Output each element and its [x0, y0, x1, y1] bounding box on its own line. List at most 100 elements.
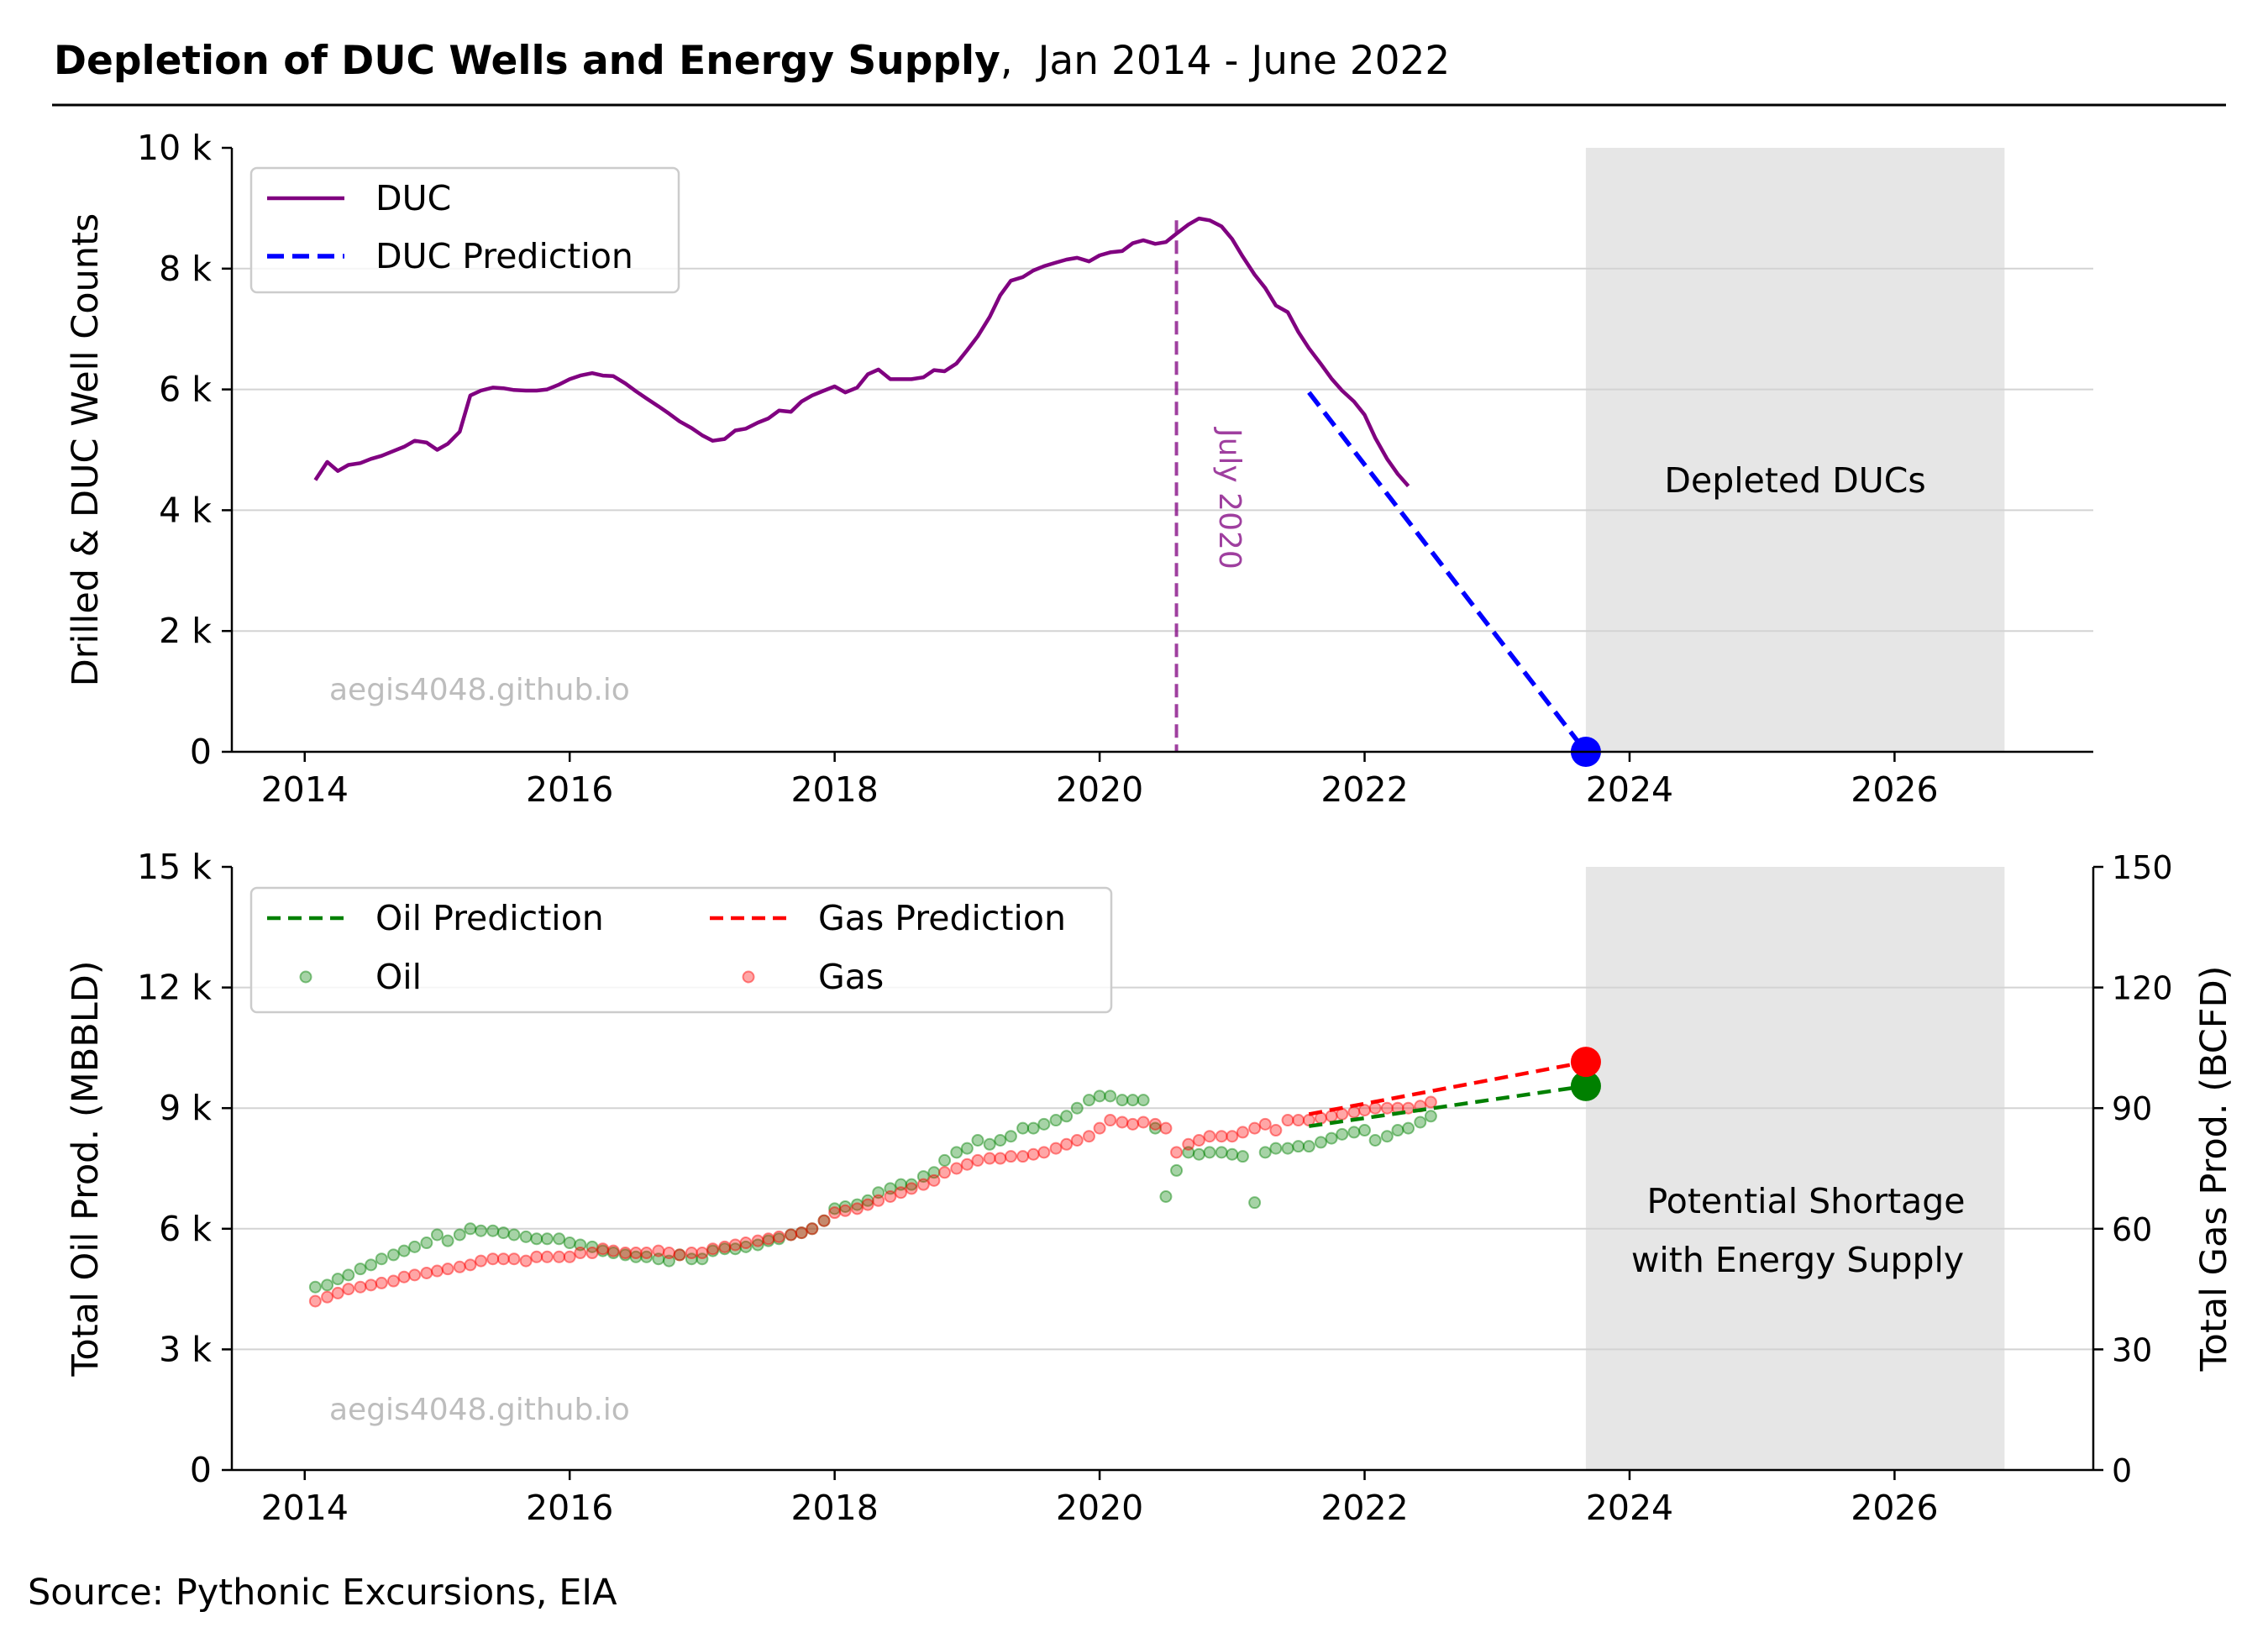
- oil-point: [884, 1182, 897, 1195]
- energy-chart-y2-tick-label: 30: [2112, 1331, 2152, 1368]
- gas-point: [1148, 1117, 1162, 1131]
- gas-point: [905, 1182, 918, 1195]
- gas-point: [331, 1286, 344, 1299]
- duc-chart-x-tick-label: 2016: [526, 769, 613, 810]
- energy-chart-y-tick-label: 3 k: [159, 1329, 212, 1369]
- oil-point: [354, 1263, 367, 1276]
- july-2020-label: July 2020: [1212, 427, 1247, 570]
- oil-point: [872, 1186, 885, 1200]
- energy-chart-x-tick-label: 2020: [1056, 1488, 1143, 1528]
- gas-point: [795, 1226, 808, 1240]
- potential-shortage-label-line1: Potential Shortage: [1646, 1181, 1965, 1221]
- duc-chart-y-axis-label: Drilled & DUC Well Counts: [65, 213, 107, 687]
- gas-point: [475, 1254, 488, 1268]
- duc-chart-watermark: aegis4048.github.io: [329, 673, 630, 707]
- energy-chart-y-tick-label: 0: [190, 1450, 212, 1490]
- gas-point: [1093, 1121, 1106, 1135]
- oil-point: [629, 1250, 643, 1263]
- duc-chart-y-tick-label: 6 k: [159, 370, 212, 410]
- gas-point: [308, 1294, 322, 1308]
- oil-point: [553, 1232, 566, 1246]
- oil-point: [1336, 1127, 1349, 1141]
- energy-chart-y-tick-label: 12 k: [137, 968, 212, 1008]
- figure-title-bold: Depletion of DUC Wells and Energy Supply: [54, 38, 1000, 84]
- oil-point: [751, 1238, 764, 1252]
- depleted-ducs-label: Depleted DUCs: [1664, 460, 1925, 501]
- oil-point: [563, 1236, 576, 1250]
- oil-point: [365, 1258, 378, 1272]
- energy-chart-x-tick-label: 2014: [261, 1488, 349, 1528]
- oil-point: [762, 1234, 775, 1247]
- duc-chart-x-tick-label: 2026: [1851, 769, 1938, 810]
- oil-point: [1402, 1121, 1415, 1135]
- gas-point: [1004, 1150, 1017, 1163]
- gas-point: [762, 1232, 775, 1246]
- energy-chart-series: [308, 1047, 1601, 1308]
- gas-point: [1269, 1124, 1283, 1137]
- oil-point: [585, 1240, 599, 1253]
- gas-point: [1060, 1137, 1074, 1151]
- oil-point: [596, 1244, 610, 1257]
- duc-chart-x-tick-label: 2014: [261, 769, 349, 810]
- oil-point: [1215, 1146, 1228, 1159]
- gas-point: [739, 1236, 753, 1250]
- oil-point: [441, 1234, 454, 1247]
- oil-point: [861, 1194, 874, 1207]
- gas-point: [1137, 1116, 1150, 1129]
- legend-label-oil: Oil: [375, 957, 422, 997]
- gas-point: [408, 1268, 422, 1282]
- oil-point: [1049, 1114, 1063, 1127]
- oil-point: [772, 1232, 785, 1246]
- gas-point: [1182, 1137, 1195, 1151]
- oil-prediction-endpoint: [1570, 1070, 1601, 1101]
- oil-point: [408, 1240, 422, 1253]
- oil-point: [685, 1252, 698, 1266]
- oil-point: [1170, 1163, 1184, 1177]
- gas-point: [1380, 1101, 1394, 1115]
- oil-point: [1269, 1142, 1283, 1155]
- figure-title-date-range: , Jan 2014 - June 2022: [1000, 38, 1451, 84]
- oil-point: [386, 1248, 400, 1262]
- gas-point: [1192, 1133, 1205, 1147]
- oil-point: [1314, 1136, 1327, 1149]
- gas-point: [960, 1158, 974, 1171]
- gas-point: [751, 1234, 764, 1247]
- gas-point: [662, 1247, 675, 1260]
- gas-point: [1104, 1114, 1117, 1127]
- gas-point: [652, 1244, 665, 1257]
- legend-label-duc: DUC: [375, 178, 451, 218]
- duc-chart-axes: 2014 2016 2018 2020 2022 2024 2026 0 2 k 4 k 6 k 8 …: [137, 128, 2093, 810]
- gas-point: [375, 1276, 388, 1289]
- oil-point: [519, 1230, 533, 1243]
- oil-point: [1368, 1133, 1382, 1147]
- gas-point: [1281, 1114, 1294, 1127]
- gas-point: [828, 1206, 842, 1220]
- gas-point: [950, 1162, 963, 1175]
- oil-point: [1258, 1146, 1272, 1159]
- gas-point: [354, 1280, 367, 1294]
- gas-point: [718, 1240, 732, 1253]
- gas-point: [983, 1152, 996, 1165]
- potential-shortage-label-line2: with Energy Supply: [1631, 1240, 1964, 1280]
- energy-chart-y2-tick-label: 120: [2112, 970, 2173, 1007]
- energy-legend-frame: [249, 886, 1113, 1014]
- oil-point: [938, 1153, 952, 1167]
- oil-point: [806, 1222, 819, 1236]
- energy-chart-y-tick-label: 15 k: [137, 847, 212, 887]
- gas-point: [1082, 1130, 1095, 1143]
- oil-point: [718, 1242, 732, 1256]
- oil-point: [971, 1133, 984, 1147]
- oil-point: [1093, 1089, 1106, 1103]
- oil-point: [706, 1244, 720, 1257]
- gas-point: [629, 1247, 643, 1260]
- gas-point: [365, 1278, 378, 1292]
- oil-point: [618, 1248, 632, 1262]
- gas-point: [397, 1270, 411, 1284]
- oil-point: [342, 1268, 355, 1282]
- oil-point: [1192, 1147, 1205, 1161]
- gas-point: [817, 1214, 831, 1227]
- gas-point: [420, 1266, 433, 1279]
- gas-point: [553, 1250, 566, 1263]
- oil-point: [905, 1178, 918, 1191]
- legend-swatch-gas: [742, 970, 755, 984]
